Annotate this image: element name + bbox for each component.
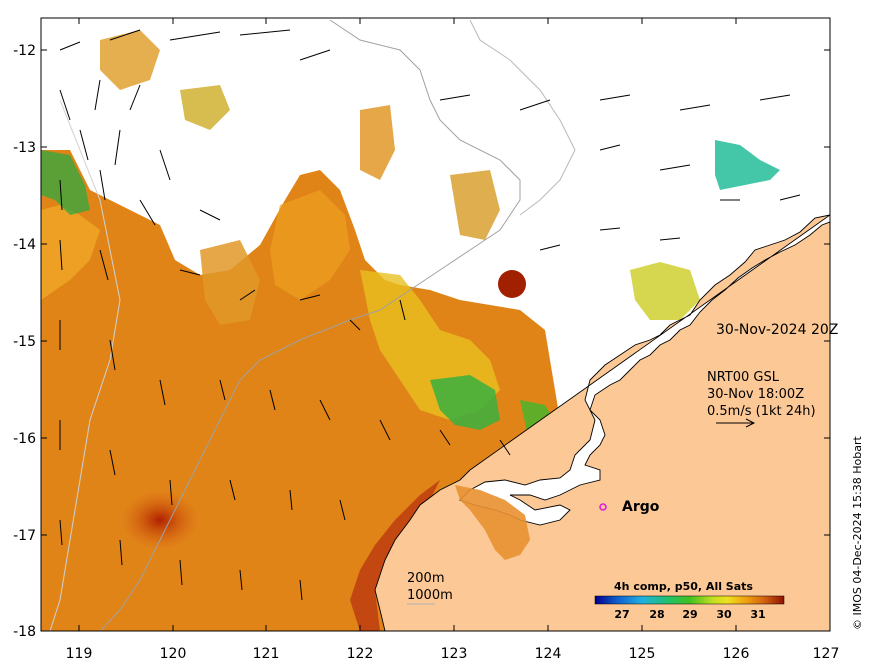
- x-tick-label: 123: [441, 646, 468, 662]
- x-tick-label: 119: [66, 646, 93, 662]
- y-tick-labels: -12 -13 -14 -15 -16 -17 -18: [13, 43, 36, 640]
- sst-yellow-patch: [630, 262, 700, 320]
- credit-label: © IMOS 04-Dec-2024 15:38 Hobart: [851, 435, 864, 630]
- y-tick-label: -12: [13, 43, 36, 59]
- y-tick-label: -17: [13, 528, 36, 544]
- x-tick-label: 127: [813, 646, 840, 662]
- x-tick-label: 120: [160, 646, 187, 662]
- colorbar-tick: 30: [716, 608, 732, 621]
- sst-green-patch: [430, 375, 500, 430]
- x-tick-label: 125: [629, 646, 656, 662]
- depth-1000-label: 1000m: [407, 588, 453, 603]
- current-time-label: 30-Nov 18:00Z: [707, 387, 804, 402]
- sst-north-patch: [200, 240, 260, 325]
- colorbar-title: 4h comp, p50, All Sats: [614, 580, 753, 593]
- sst-green-patch: [715, 140, 780, 190]
- timestamp-label: 30-Nov-2024 20Z: [716, 322, 838, 338]
- contour-200m: [99, 19, 521, 631]
- x-tick-label: 126: [723, 646, 750, 662]
- contour-shelf: [469, 19, 576, 216]
- colorbar-tick: 28: [649, 608, 664, 621]
- y-tick-label: -14: [13, 237, 36, 253]
- plot-area: [41, 18, 830, 631]
- current-model-label: NRT00 GSL: [707, 370, 780, 385]
- y-tick-label: -18: [13, 624, 36, 640]
- y-axis: [41, 49, 830, 632]
- current-vectors: [59, 29, 801, 601]
- sst-hot-spot: [120, 490, 200, 550]
- x-tick-label: 121: [253, 646, 280, 662]
- argo-marker-icon[interactable]: [599, 503, 607, 511]
- sst-light-band: [41, 205, 100, 300]
- x-tick-label: 122: [347, 646, 374, 662]
- plot-border: [40, 17, 831, 632]
- sst-green-patch: [41, 150, 90, 215]
- x-tick-labels: 119 120 121 122 123 124 125 126 127: [66, 646, 840, 662]
- colorbar-tick: 31: [750, 608, 765, 621]
- y-tick-label: -16: [13, 431, 36, 447]
- sst-light-band: [270, 190, 350, 300]
- colorbar-tick: 27: [614, 608, 629, 621]
- sst-north-patch: [100, 30, 160, 90]
- sst-north-patch: [450, 170, 500, 240]
- sst-hot-spot: [498, 270, 526, 298]
- scale-arrow-icon: [716, 418, 756, 428]
- contour-1000m: [49, 99, 121, 631]
- sst-north-patch: [180, 85, 230, 130]
- x-tick-label: 124: [535, 646, 562, 662]
- argo-label: Argo: [622, 499, 660, 515]
- colorbar: [594, 595, 785, 605]
- sst-north-patch: [360, 105, 395, 180]
- colorbar-tick: 29: [682, 608, 697, 621]
- x-axis: [78, 18, 831, 631]
- current-scale-label: 0.5m/s (1kt 24h): [707, 404, 816, 419]
- y-tick-label: -15: [13, 334, 36, 350]
- y-tick-label: -13: [13, 140, 36, 156]
- bay-inlet: [455, 485, 530, 560]
- sst-hot-belt: [350, 480, 440, 631]
- depth-200-label: 200m: [407, 571, 444, 586]
